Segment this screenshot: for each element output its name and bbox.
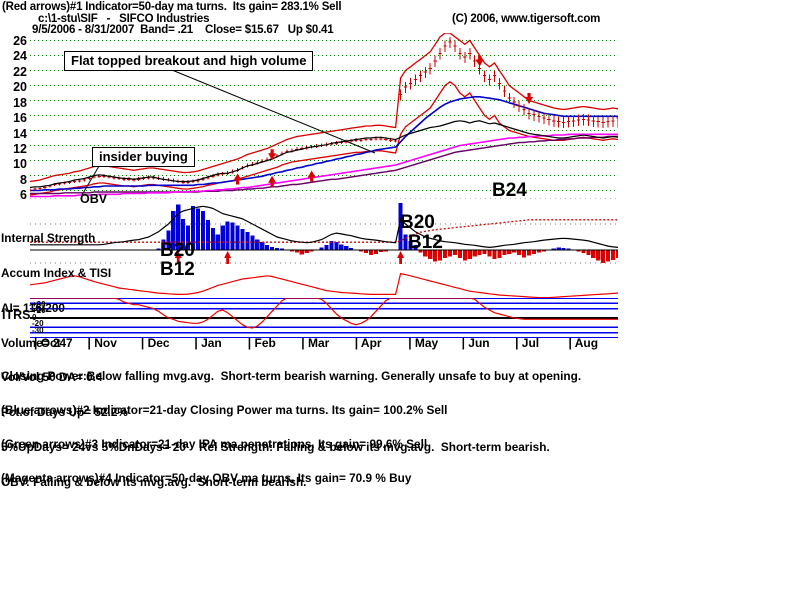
info-accum-index-tisi: Accum Index & TISI (1, 265, 112, 280)
info-pct-days-up: Pct.of Days Up= 52.2% (1, 405, 128, 420)
month-tick-aug: | Aug (568, 336, 599, 350)
symbol-title: c:\1-stu\SIF - SIFCO Industries (38, 13, 210, 25)
info-updays-dndays: 5%UpDays= 24vs 5%DnDays= 20 Rel Strength… (1, 439, 550, 454)
itrs-panel (30, 298, 618, 338)
footer-closing-power: Closing Power:Below falling mvg.avg. Sho… (1, 368, 582, 383)
info-volume: Volume= 247 (1, 335, 73, 350)
month-tick-jun: | Jun (461, 336, 490, 350)
month-tick-oct: | Oct (34, 336, 61, 350)
itrs-label: ITRS (2, 308, 31, 322)
y-axis-tick: 16 (13, 111, 27, 125)
month-tick-feb: | Feb (247, 336, 276, 350)
y-axis-tick: 14 (13, 126, 27, 141)
info-ai-value: AI= 116/200 (1, 300, 65, 315)
y-axis-tick: 22 (13, 64, 27, 79)
signal-tag-b12-left: B12 (160, 259, 195, 280)
footer-indicator-2: (Blue arrows)#2 Indicator=21-day Closing… (1, 403, 448, 418)
info-obv-status: OBV: Falling & below its mvg.avg. Short-… (1, 474, 307, 489)
price-panel (30, 33, 618, 198)
month-tick-nov: | Nov (87, 336, 117, 350)
signal-tag-b20-left: B20 (160, 240, 195, 261)
footer-notes: Closing Power:Below falling mvg.avg. Sho… (1, 348, 581, 508)
copyright-notice: (C) 2006, www.tigersoft.com (452, 13, 601, 25)
y-axis-tick: 12 (13, 141, 27, 156)
y-axis-tick: 18 (13, 95, 27, 110)
y-axis-tick: 24 (13, 49, 27, 64)
date-range-quote-line: 9/5/2006 - 8/31/2007 Band= .21 Close= $1… (32, 24, 334, 36)
month-tick-jul: | Jul (515, 336, 540, 350)
obv-series-label: OBV (80, 192, 108, 206)
y-axis-tick: 26 (13, 33, 27, 48)
month-tick-may: | May (408, 336, 439, 350)
y-axis-tick: 6 (20, 188, 27, 203)
footer-indicator-3: (Green arrows)#3 Indicator=21-day IPA ma… (1, 437, 428, 452)
itrs-tick-minus20: -20 (32, 319, 44, 329)
accumulation-index-panel (30, 198, 618, 276)
price-y-axis: 26 24 22 20 18 16 14 12 10 8 6 (0, 28, 30, 203)
annotation-flat-topped-breakout: Flat topped breakout and high volume (64, 51, 314, 71)
month-tick-apr: | Apr (354, 336, 382, 350)
month-axis: | Oct | Nov | Dec | Jan | Feb | Mar | Apr | May… (30, 336, 618, 350)
signal-tag-b12-right: B12 (408, 232, 443, 253)
y-axis-tick: 8 (20, 172, 27, 187)
info-vol-ratio: Vol/Vol 50 DA= 0.4 (1, 370, 103, 385)
y-axis-tick: 10 (13, 157, 27, 172)
signal-tag-b24: B24 (492, 180, 527, 201)
itrs-tick-minus30: -30 (32, 325, 44, 335)
itrs-scale: +30 +20 0 -20 -30 (32, 300, 62, 336)
itrs-tick-plus30: +30 (32, 300, 46, 309)
footer-indicator-4: (Magenta arrows)#4 Indicator=50-day OBV … (1, 471, 412, 486)
month-tick-jan: | Jan (194, 336, 222, 350)
relative-strength-panel (30, 272, 618, 304)
y-axis-tick: 20 (13, 80, 27, 95)
internal-strength-info-block: Internal Strength Accum Index & TISI AI=… (1, 210, 550, 511)
itrs-tick-plus20: +20 (32, 306, 46, 316)
indicator-1-headline: (Red arrows)#1 Indicator=50-day ma turns… (2, 1, 342, 13)
signal-tag-b20-right: B20 (400, 212, 435, 233)
month-tick-mar: | Mar (301, 336, 330, 350)
annotation-insider-buying: insider buying (92, 147, 195, 167)
info-internal-strength: Internal Strength (1, 231, 96, 246)
itrs-tick-zero: 0 (32, 312, 37, 322)
month-tick-dec: | Dec (140, 336, 170, 350)
